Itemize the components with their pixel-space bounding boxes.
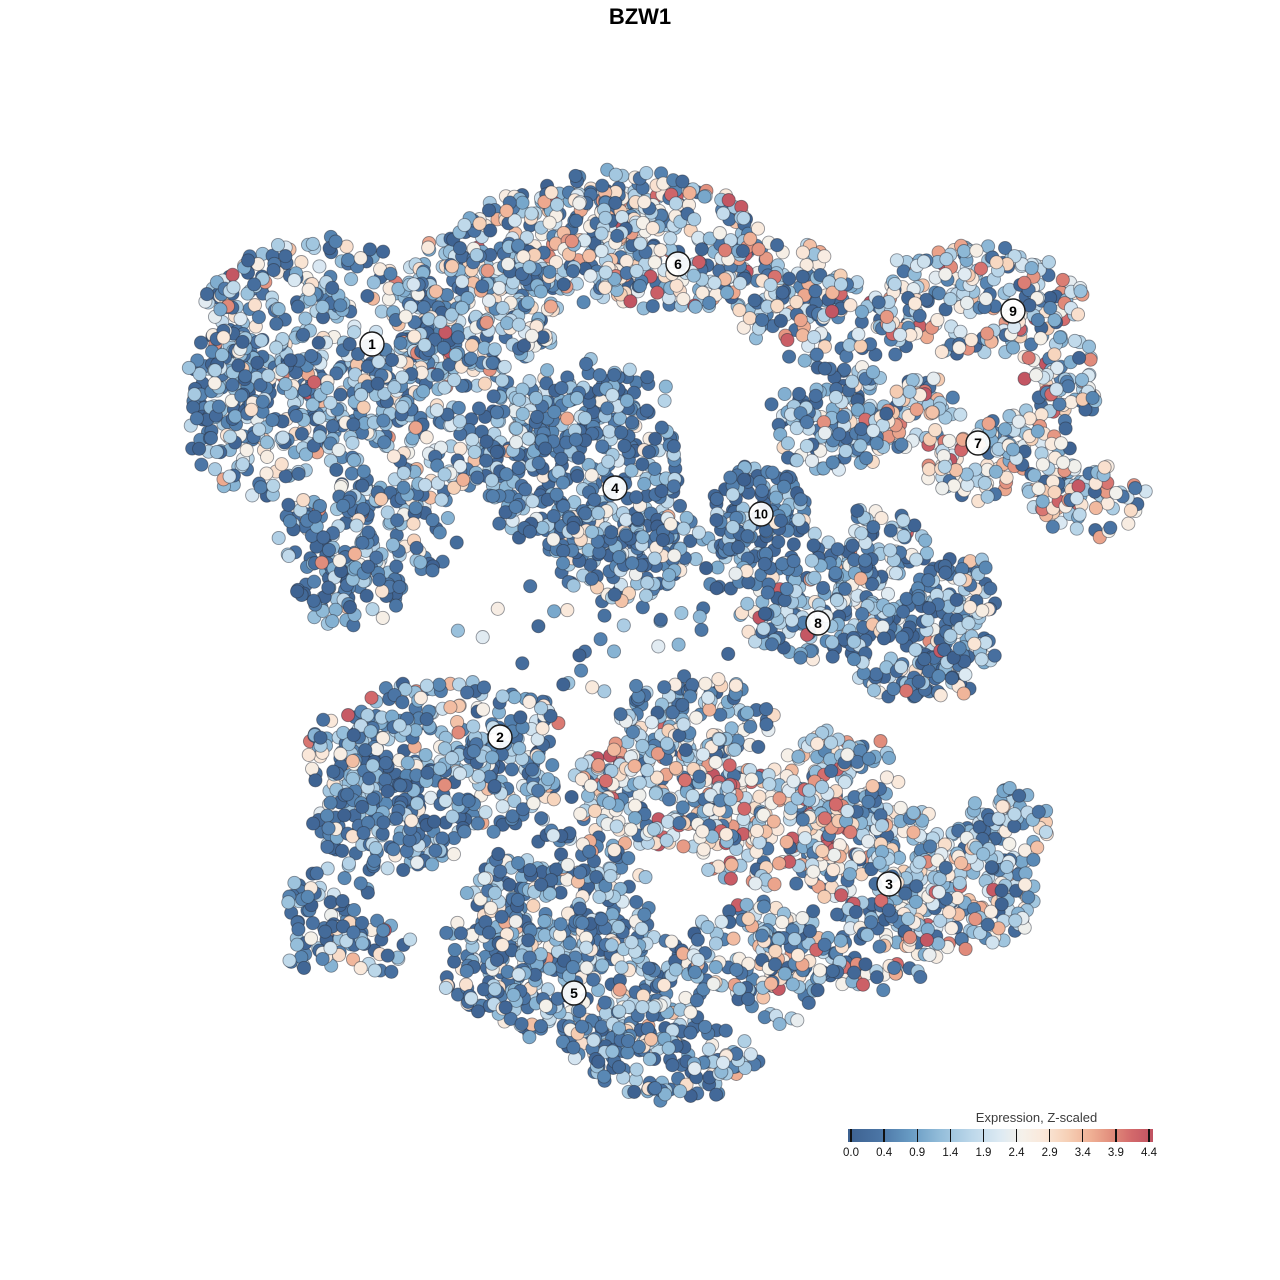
cluster-label-8: 8 bbox=[805, 610, 831, 636]
legend: Expression, Z-scaled 0.0 0.4 0.9 1.4 1.9 2.4 2… bbox=[843, 1110, 1157, 1163]
legend-tick bbox=[1115, 1129, 1117, 1142]
legend-tick-label: 2.4 bbox=[1008, 1147, 1025, 1159]
legend-tick bbox=[1048, 1129, 1051, 1142]
legend-title: Expression, Z-scaled bbox=[975, 1110, 1098, 1125]
legend-tick bbox=[949, 1129, 952, 1142]
cluster-label-3: 3 bbox=[876, 871, 902, 897]
legend-tick-label: 1.4 bbox=[942, 1147, 959, 1159]
legend-tick-label: 3.9 bbox=[1107, 1147, 1124, 1159]
cluster-label-9: 9 bbox=[1000, 298, 1026, 324]
cluster-labels: 1 2 3 4 5 6 7 8 9 10 bbox=[359, 251, 1026, 1006]
legend-tick-label: 0.9 bbox=[909, 1147, 926, 1159]
legend-tick-label: 4.4 bbox=[1141, 1147, 1157, 1159]
scatter-points bbox=[181, 162, 1153, 1108]
legend-tick-label: 1.9 bbox=[975, 1147, 992, 1159]
cluster-label-1: 1 bbox=[359, 331, 385, 357]
legend-tick-label: 2.9 bbox=[1041, 1147, 1058, 1159]
legend-tick bbox=[850, 1129, 852, 1142]
page-title: BZW1 bbox=[608, 4, 672, 29]
cluster-label-6: 6 bbox=[665, 251, 691, 277]
legend-tick bbox=[1015, 1129, 1018, 1142]
legend-tick bbox=[1148, 1129, 1150, 1142]
cluster-label-5: 5 bbox=[561, 980, 587, 1006]
legend-tick bbox=[1082, 1129, 1084, 1142]
cluster-label-10: 10 bbox=[748, 501, 774, 527]
legend-tick-labels: 0.0 0.4 0.9 1.4 1.9 2.4 2.9 3.4 3.9 4.4 bbox=[843, 1147, 1157, 1163]
legend-tick-label: 3.4 bbox=[1074, 1147, 1091, 1159]
legend-tick-label: 0.4 bbox=[876, 1147, 893, 1159]
cluster-label-4: 4 bbox=[602, 475, 628, 501]
legend-tick bbox=[982, 1129, 985, 1142]
legend-tick bbox=[916, 1129, 918, 1142]
legend-tick bbox=[883, 1129, 885, 1142]
cluster-label-2: 2 bbox=[487, 724, 513, 750]
legend-tick-label: 0.0 bbox=[843, 1147, 859, 1159]
legend-colorbar bbox=[848, 1129, 1153, 1142]
cluster-label-7: 7 bbox=[965, 430, 991, 456]
